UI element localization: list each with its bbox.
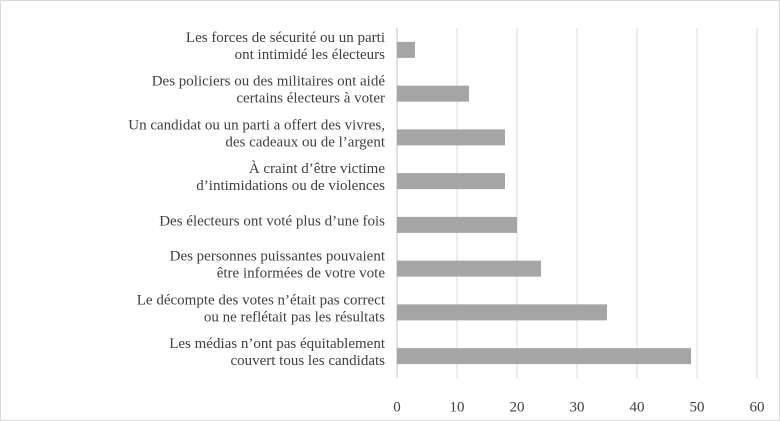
bar: [397, 85, 469, 102]
bar: [397, 41, 415, 58]
x-tick-label: 20: [510, 399, 525, 415]
x-tick-label: 30: [570, 399, 585, 415]
x-tick-label: 0: [393, 399, 401, 415]
bar: [397, 216, 517, 233]
x-tick-label: 50: [690, 399, 705, 415]
y-tick-label: être informées de votre vote: [217, 266, 386, 282]
y-tick-label: Des personnes puissantes pouvaient: [170, 249, 386, 265]
y-tick-label: ou ne reflétait pas les résultats: [204, 309, 385, 325]
x-tick-label: 60: [750, 399, 765, 415]
y-tick-label: certains électeurs à voter: [236, 91, 385, 107]
bar: [397, 348, 691, 365]
y-tick-label: ont intimidé les électeurs: [235, 47, 386, 63]
y-tick-label: Un candidat ou un parti a offert des viv…: [128, 117, 385, 133]
bar: [397, 304, 607, 321]
y-tick-label: Les forces de sécurité ou un parti: [186, 30, 385, 46]
bar: [397, 129, 505, 146]
x-tick-label: 10: [450, 399, 465, 415]
y-tick-label: Les médias n’ont pas équitablement: [169, 336, 386, 352]
y-tick-label: Des électeurs ont voté plus d’une fois: [159, 213, 385, 229]
x-tick-label: 40: [630, 399, 645, 415]
y-tick-label: À craint d’être victime: [249, 160, 386, 177]
bar: [397, 260, 541, 277]
y-tick-label: Le décompte des votes n’était pas correc…: [137, 292, 386, 308]
y-tick-label: d’intimidations ou de violences: [196, 178, 385, 194]
y-tick-label: couvert tous les candidats: [230, 353, 385, 369]
y-tick-label: des cadeaux ou de l’argent: [225, 134, 385, 150]
y-tick-label: Des policiers ou des militaires ont aidé: [152, 74, 386, 90]
bar: [397, 173, 505, 190]
